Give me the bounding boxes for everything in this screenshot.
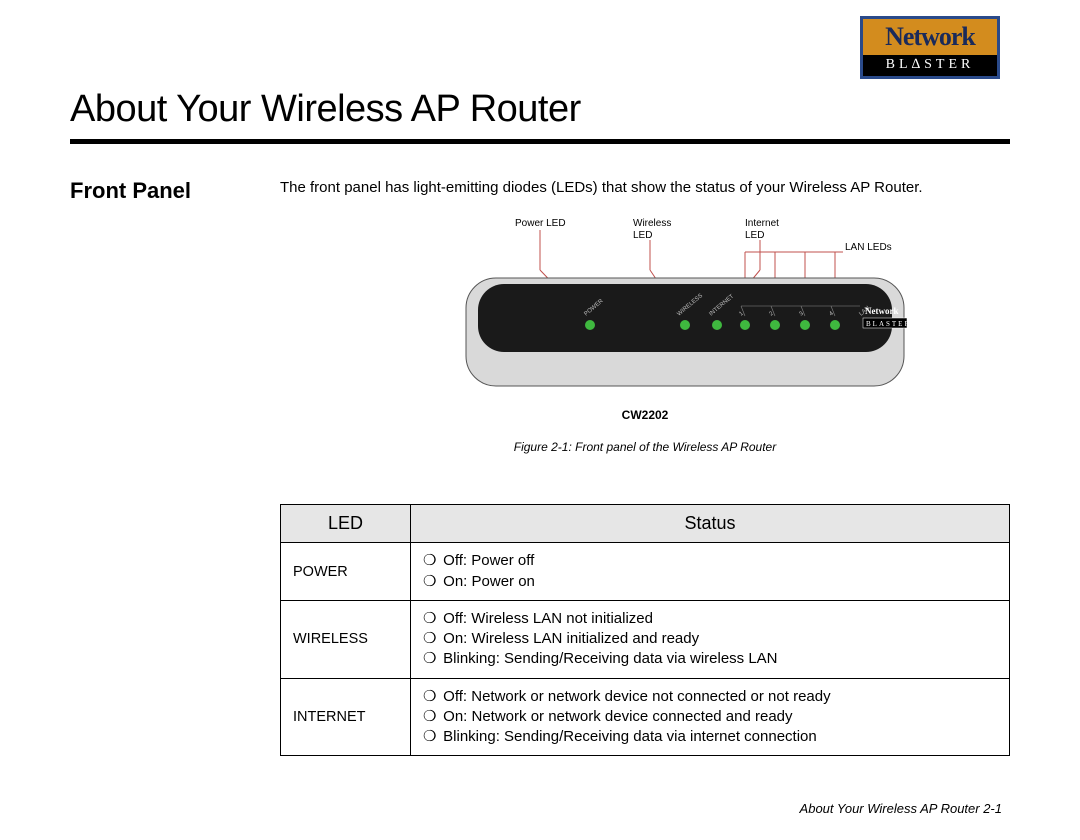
status-item: ❍ Off: Power off bbox=[423, 551, 997, 571]
label-power-led: Power LED bbox=[515, 218, 566, 229]
table-header-status: Status bbox=[411, 505, 1010, 543]
label-lan-leds: LAN LEDs bbox=[845, 242, 892, 253]
page-title: About Your Wireless AP Router bbox=[70, 88, 1010, 131]
led-name-cell: POWER bbox=[281, 543, 411, 601]
label-internet-led-l1: Internet bbox=[745, 218, 779, 229]
table-row: POWER❍ Off: Power off❍ On: Power on bbox=[281, 543, 1010, 601]
status-item: ❍ Off: Wireless LAN not initialized bbox=[423, 609, 997, 629]
led-status-cell: ❍ Off: Wireless LAN not initialized❍ On:… bbox=[411, 600, 1010, 678]
led-lan-4 bbox=[830, 320, 840, 330]
label-wireless-led-l2: LED bbox=[633, 230, 652, 241]
label-internet-led-l2: LED bbox=[745, 230, 764, 241]
status-item: ❍ On: Power on bbox=[423, 572, 997, 592]
led-lan-1 bbox=[740, 320, 750, 330]
figure-caption: Figure 2-1: Front panel of the Wireless … bbox=[280, 440, 1010, 454]
led-wireless bbox=[680, 320, 690, 330]
svg-text:Network: Network bbox=[865, 306, 899, 316]
led-name-cell: INTERNET bbox=[281, 678, 411, 756]
status-item: ❍ On: Network or network device connecte… bbox=[423, 707, 997, 727]
led-lan-2 bbox=[770, 320, 780, 330]
page-footer: About Your Wireless AP Router 2-1 bbox=[800, 801, 1002, 816]
router-svg: Power LED Wireless LED Internet LED LAN … bbox=[365, 212, 925, 397]
led-status-cell: ❍ Off: Power off❍ On: Power on bbox=[411, 543, 1010, 601]
section-label-column: Front Panel bbox=[70, 178, 280, 756]
led-internet bbox=[712, 320, 722, 330]
status-item: ❍ On: Wireless LAN initialized and ready bbox=[423, 629, 997, 649]
brand-logo: Network BL∆STER bbox=[860, 16, 1000, 79]
section-body: The front panel has light-emitting diode… bbox=[280, 178, 1010, 756]
table-row: INTERNET ❍ Off: Network or network device… bbox=[281, 678, 1010, 756]
status-item: ❍ Blinking: Sending/Receiving data via w… bbox=[423, 649, 997, 669]
led-status-table: LED Status POWER❍ Off: Power off❍ On: Po… bbox=[280, 504, 1010, 756]
table-header-led: LED bbox=[281, 505, 411, 543]
content: Front Panel The front panel has light-em… bbox=[70, 178, 1010, 756]
status-item: ❍ Off: Network or network device not con… bbox=[423, 687, 997, 707]
table-row: WIRELESS❍ Off: Wireless LAN not initiali… bbox=[281, 600, 1010, 678]
led-lan-3 bbox=[800, 320, 810, 330]
router-diagram: Power LED Wireless LED Internet LED LAN … bbox=[280, 212, 1010, 454]
led-power bbox=[585, 320, 595, 330]
title-rule bbox=[70, 139, 1010, 144]
section-heading: Front Panel bbox=[70, 178, 280, 204]
brand-logo-bottom: BL∆STER bbox=[863, 55, 997, 76]
label-wireless-led-l1: Wireless bbox=[633, 218, 671, 229]
svg-text:BLASTER: BLASTER bbox=[866, 320, 911, 328]
status-item: ❍ Blinking: Sending/Receiving data via i… bbox=[423, 727, 997, 747]
led-status-cell: ❍ Off: Network or network device not con… bbox=[411, 678, 1010, 756]
brand-logo-top: Network bbox=[863, 19, 997, 55]
led-name-cell: WIRELESS bbox=[281, 600, 411, 678]
intro-text: The front panel has light-emitting diode… bbox=[280, 178, 1010, 198]
model-number: CW2202 bbox=[280, 408, 1010, 422]
router-face bbox=[478, 284, 892, 352]
